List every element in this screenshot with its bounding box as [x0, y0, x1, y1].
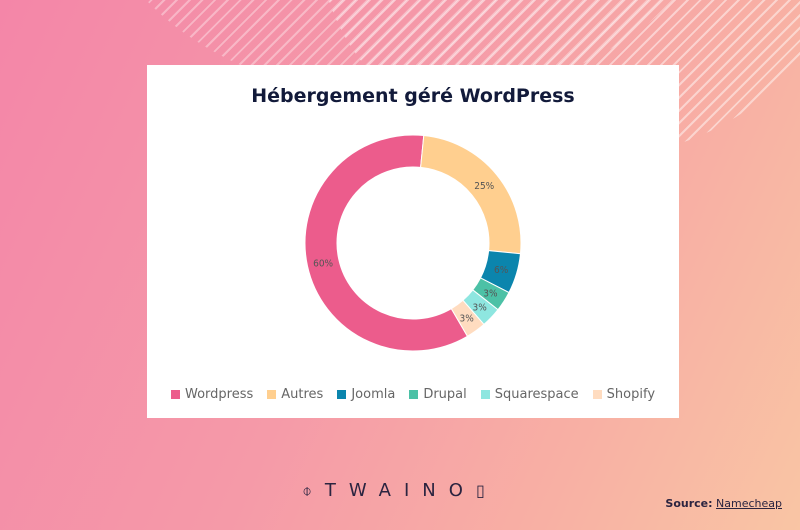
- brand-end-mark-icon: ▯: [475, 481, 498, 500]
- brand-mark-icon: ⌽: [302, 481, 325, 500]
- source-note: Source: Namecheap: [665, 497, 782, 510]
- source-label: Source:: [665, 497, 713, 510]
- legend-item-squarespace: Squarespace: [480, 387, 579, 402]
- legend-item-drupal: Drupal: [409, 387, 467, 402]
- legend-item-autres: Autres: [267, 387, 323, 402]
- legend-label: Squarespace: [494, 387, 579, 402]
- donut-chart: 60%25%6%3%3%3%: [304, 134, 522, 352]
- legend-swatch: [267, 390, 277, 399]
- donut-slice-wordpress: [304, 134, 469, 352]
- legend-swatch: [592, 390, 602, 399]
- legend-label: Drupal: [423, 387, 467, 402]
- donut-slice-shopify: [450, 299, 485, 337]
- slice-label-shopify: 3%: [460, 314, 475, 325]
- donut-slice-autres: [420, 134, 522, 255]
- chart-title: Hébergement géré WordPress: [251, 85, 575, 107]
- slice-label-autres: 25%: [474, 181, 494, 192]
- slice-label-wordpress: 60%: [313, 259, 333, 270]
- legend-item-wordpress: Wordpress: [170, 387, 254, 402]
- source-link[interactable]: Namecheap: [716, 497, 782, 510]
- legend-item-joomla: Joomla: [337, 387, 395, 402]
- legend-label: Shopify: [606, 387, 656, 402]
- brand-logo-text: TWAINO: [324, 480, 476, 501]
- legend-swatch: [409, 390, 419, 399]
- legend-swatch: [170, 390, 180, 399]
- legend-label: Joomla: [351, 387, 396, 402]
- legend-swatch: [480, 390, 490, 399]
- chart-card: Hébergement géré WordPress 60% 25% 6% 3% 3% 3…: [147, 65, 679, 418]
- legend-swatch: [337, 390, 347, 399]
- slice-label-joomla: 6%: [494, 265, 509, 276]
- legend-label: Autres: [281, 387, 324, 402]
- legend-label: Wordpress: [184, 387, 254, 402]
- brand-logo: ⌽TWAINO▯: [0, 480, 800, 501]
- chart-legend: Wordpress Autres Joomla Drupal Squarespace Sh…: [147, 387, 679, 402]
- slice-label-squarespace: 3%: [473, 302, 488, 313]
- legend-item-shopify: Shopify: [592, 387, 656, 402]
- slice-label-drupal: 3%: [483, 289, 498, 300]
